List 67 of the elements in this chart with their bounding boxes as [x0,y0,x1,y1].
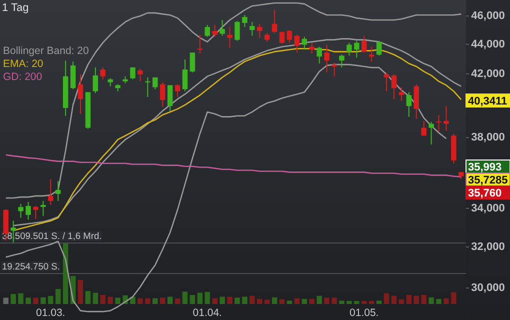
candlestick [234,20,240,42]
candlestick [316,46,322,64]
candlestick [391,74,397,100]
candlestick [436,114,442,132]
y-tick-label: 34,000 [471,202,505,214]
candlestick [160,82,166,108]
candlestick [414,84,419,120]
candlestick [138,68,143,82]
y-tick-label: 30,000 [471,282,505,294]
candlestick [18,203,24,218]
candlestick [48,178,54,206]
text: 35,993 [468,162,502,174]
candlestick [257,23,262,38]
text: GD: 200 [3,71,42,83]
text: 35,760 [468,188,502,200]
candlestick [428,121,434,145]
candlestick [406,92,412,118]
candlestick [212,24,218,38]
candlestick [272,9,278,34]
candlestick [339,54,344,68]
y-tick-label: 42,000 [471,68,505,80]
candlestick [174,84,180,98]
candlestick [309,42,314,54]
candlestick [354,40,360,58]
candlestick [197,34,203,54]
candlestick [182,59,188,92]
y-tick-label: 44,000 [471,38,505,50]
candlestick [444,106,449,132]
candlestick [26,201,31,220]
candlestick [55,180,61,202]
candlestick [346,42,352,56]
candlestick [167,84,173,112]
candlestick [70,61,76,90]
candlestick [294,34,300,54]
candlestick [92,66,98,94]
candlestick [145,76,150,98]
candlestick [421,120,426,136]
y-tick-label: 46,000 [471,10,505,22]
candlestick [40,200,46,216]
candlestick [78,74,84,114]
x-tick-label: 01.03. [36,307,66,319]
candlestick [398,86,404,102]
candlestick [204,24,210,38]
candlestick [242,14,248,28]
candlestick [190,52,196,73]
text: Bollinger Band: 20 [3,45,89,57]
x-tick-label: 01.04. [192,307,222,319]
text: 40,3411 [468,96,508,108]
candlestick [250,21,255,36]
candlestick [227,26,232,48]
y-tick-label: 32,000 [471,240,505,253]
x-tick-label: 01.05. [350,307,379,319]
text: 35,7285 [468,174,508,186]
chart-subtitle: 1 Tag [2,2,29,14]
candlestick [376,41,382,56]
candlestick [368,46,374,62]
candlestick [332,62,337,77]
y-tick-label: 38,000 [471,132,505,144]
candlestick [220,20,225,36]
ref-line-label: 19.254.750 S. [2,261,60,272]
candlestick [324,44,330,73]
candlestick [286,29,292,44]
candlestick [100,66,106,80]
candlestick [362,35,367,54]
candlestick [384,72,390,92]
text: EMA: 20 [3,58,44,70]
candlestick [33,205,38,220]
